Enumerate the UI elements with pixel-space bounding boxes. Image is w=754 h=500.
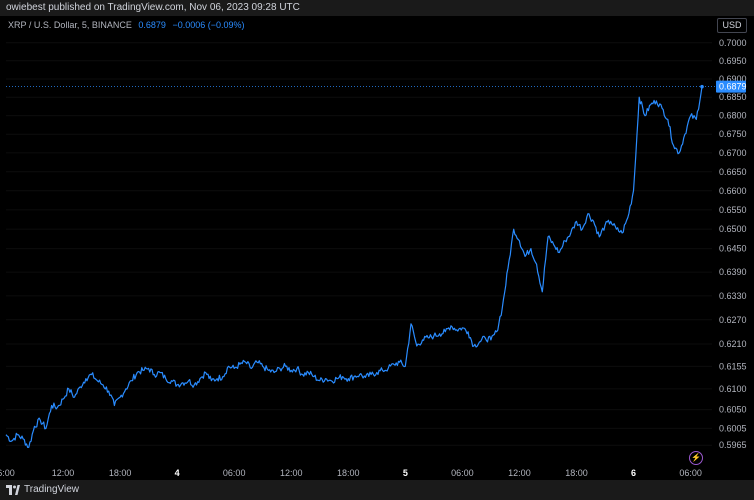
price-line-layer: [5, 86, 703, 448]
x-tick-label: 4: [175, 468, 180, 478]
footer-brand: TradingView: [24, 484, 80, 495]
x-tick-label: 06:00: [223, 468, 246, 478]
x-tick-label: 06:00: [679, 468, 702, 478]
x-tick-label: 5: [403, 468, 408, 478]
y-tick-label: 0.6700: [719, 148, 747, 158]
last-price: 0.6879: [138, 20, 166, 30]
lightning-icon[interactable]: ⚡: [689, 451, 703, 465]
x-tick-label: 6:00: [0, 468, 15, 478]
price-tag-layer: 0.6879: [6, 80, 747, 93]
y-tick-label: 0.6005: [719, 423, 747, 433]
publisher-line: owiebest published on TradingView.com, N…: [6, 2, 300, 13]
price-change: −0.0006 (−0.09%): [172, 20, 245, 30]
y-tick-label: 0.6210: [719, 339, 747, 349]
y-tick-label: 0.6050: [719, 405, 747, 415]
y-tick-label: 0.6800: [719, 111, 747, 121]
x-tick-label: 18:00: [337, 468, 360, 478]
y-tick-label: 0.6650: [719, 167, 747, 177]
symbol-legend[interactable]: XRP / U.S. Dollar, 5, BINANCE 0.6879 −0.…: [8, 20, 245, 30]
y-tick-label: 0.7000: [719, 38, 747, 48]
currency-button[interactable]: USD: [717, 18, 747, 33]
y-tick-label: 0.6600: [719, 186, 747, 196]
x-tick-label: 18:00: [109, 468, 132, 478]
y-tick-label: 0.6100: [719, 384, 747, 394]
x-tick-label: 12:00: [508, 468, 531, 478]
tradingview-mark-icon: [6, 484, 20, 495]
time-axis[interactable]: 6:00 12:00 18:00 4 06:00 12:00 18:00 5 06:00 12:0…: [0, 468, 702, 478]
y-tick-label: 0.6330: [719, 291, 747, 301]
y-tick-label: 0.6155: [719, 361, 747, 371]
x-tick-label: 12:00: [52, 468, 75, 478]
y-tick-label: 0.6750: [719, 129, 747, 139]
x-tick-label: 06:00: [451, 468, 474, 478]
y-tick-label: 0.6900: [719, 74, 747, 84]
x-tick-label: 6: [631, 468, 636, 478]
y-tick-label: 0.6550: [719, 205, 747, 215]
footer-bar: TradingView: [0, 480, 754, 500]
gridlines: [6, 42, 712, 446]
y-tick-label: 0.6450: [719, 244, 747, 254]
symbol-name: XRP / U.S. Dollar, 5, BINANCE: [8, 20, 132, 30]
current-price-tag-label: 0.6879: [719, 82, 747, 92]
y-tick-label: 0.6850: [719, 92, 747, 102]
publisher-bar: owiebest published on TradingView.com, N…: [0, 0, 754, 16]
price-series-line: [5, 86, 703, 448]
y-tick-label: 0.5965: [719, 440, 747, 450]
y-tick-label: 0.6390: [719, 267, 747, 277]
y-tick-label: 0.6270: [719, 315, 747, 325]
x-tick-label: 18:00: [565, 468, 588, 478]
y-tick-label: 0.6950: [719, 56, 747, 66]
last-price-dot: [700, 84, 704, 89]
y-tick-label: 0.6500: [719, 224, 747, 234]
x-tick-label: 12:00: [280, 468, 303, 478]
price-axis[interactable]: 0.7000 0.6950 0.6900 0.6850 0.6800 0.6750 0.67…: [719, 38, 747, 450]
current-price-tag: [716, 80, 746, 93]
tradingview-logo[interactable]: TradingView: [6, 484, 79, 495]
